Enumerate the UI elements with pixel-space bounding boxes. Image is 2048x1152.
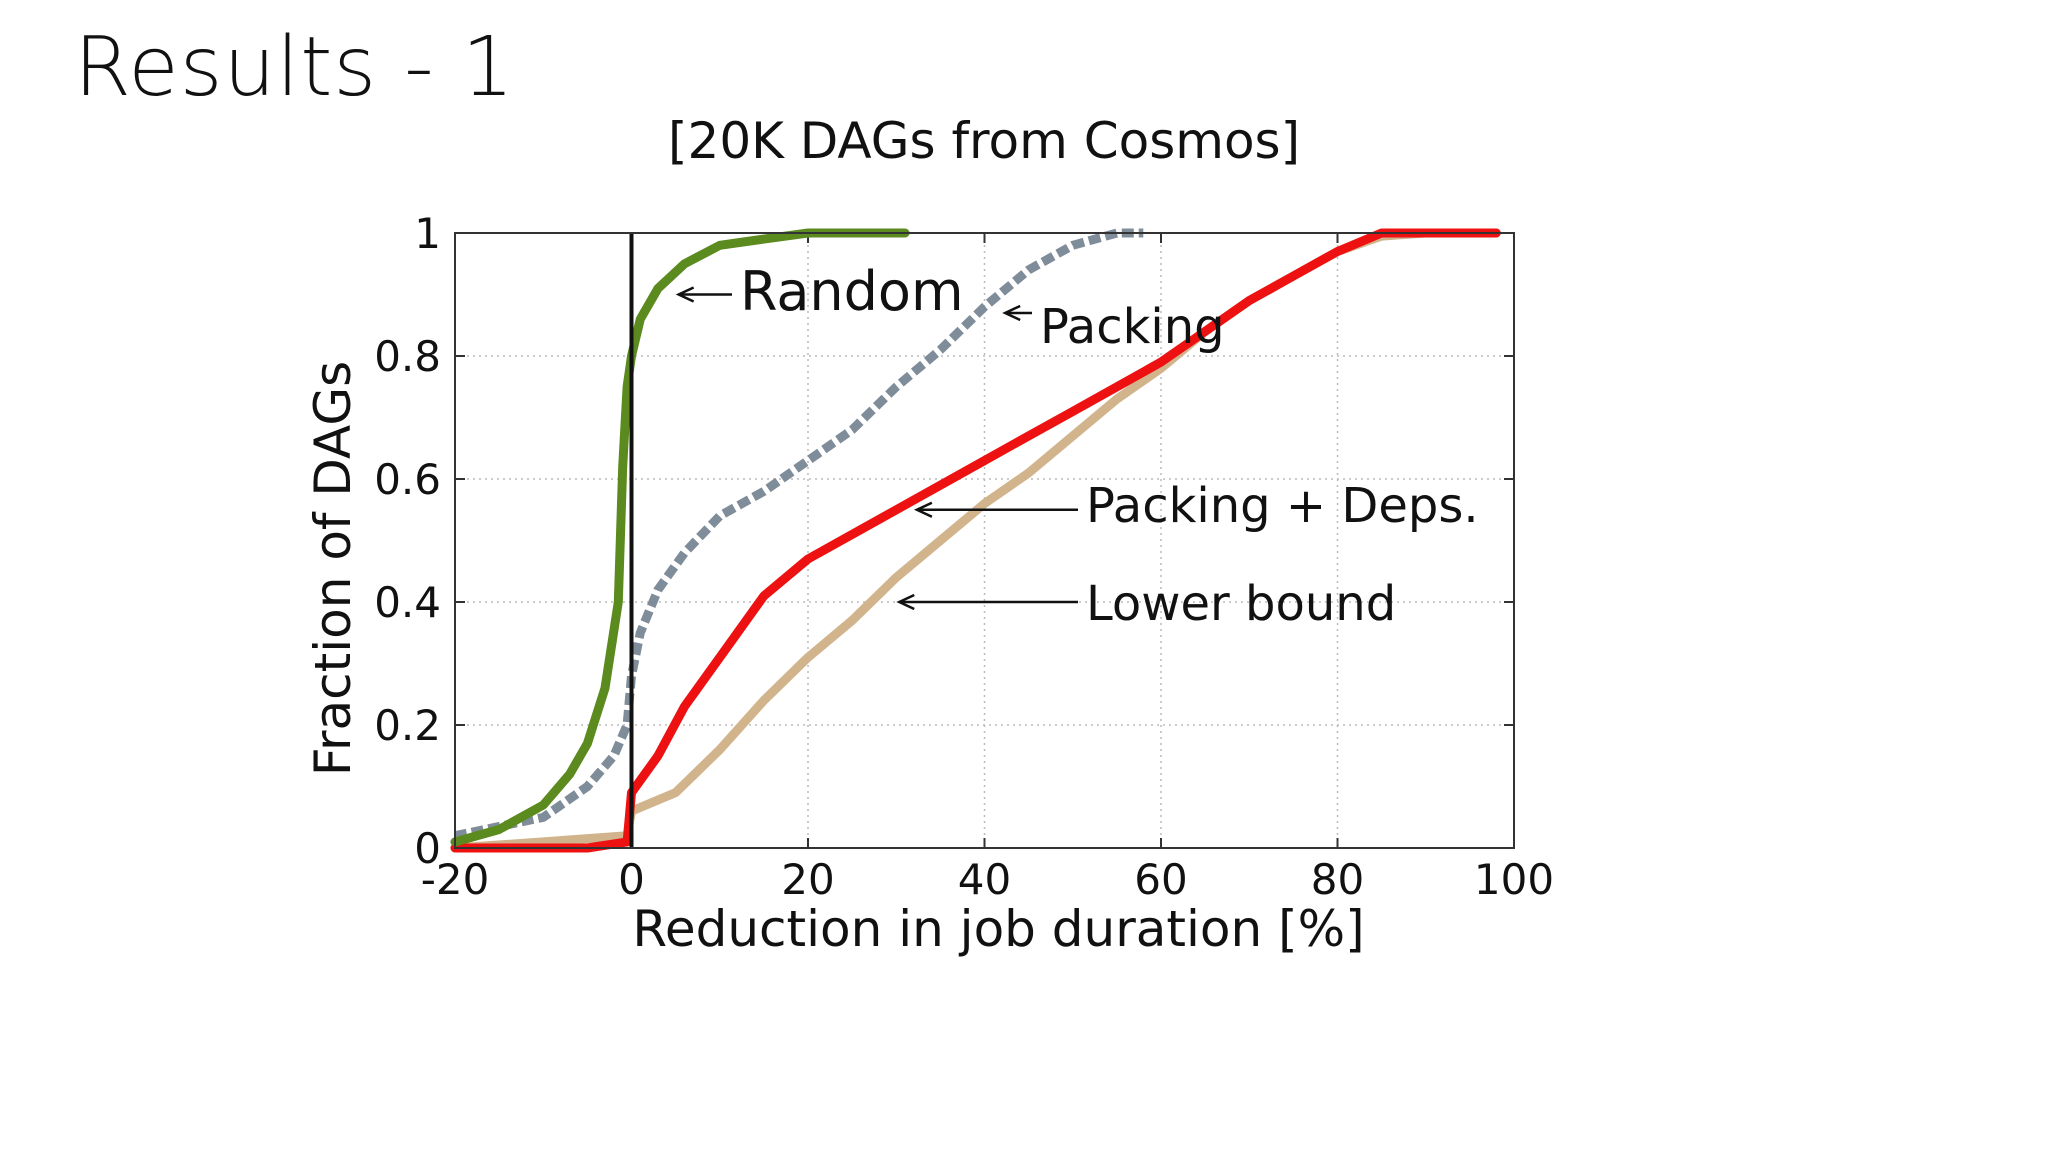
x-tick-label: 20 (781, 855, 834, 904)
plot-frame (454, 232, 1515, 849)
y-tick-label: 0 (414, 824, 441, 873)
y-tick-label: 1 (414, 209, 441, 258)
annotation-label: Packing (1040, 299, 1225, 355)
x-axis-label: Reduction in job duration [%] (632, 900, 1364, 958)
series-line-random (450, 228, 910, 847)
series-line-packing-deps (450, 228, 1501, 853)
series-line-packing (454, 228, 1144, 841)
slide-subtitle: [20K DAGs from Cosmos] (668, 112, 1301, 170)
annotation-label: Lower bound (1086, 576, 1396, 632)
y-axis-label: Fraction of DAGs (304, 361, 362, 776)
x-tick-label: 0 (618, 855, 645, 904)
x-tick-label: 40 (958, 855, 1011, 904)
y-tick-label: 0.8 (374, 332, 441, 381)
x-tick-label: 60 (1134, 855, 1187, 904)
annotation-label: Random (740, 260, 964, 323)
annotation-arrowhead (675, 286, 695, 303)
annotation-arrowhead (913, 501, 933, 518)
slide-title: Results - 1 (74, 20, 515, 115)
y-tick-label: 0.2 (374, 701, 441, 750)
annotation-label: Packing + Deps. (1086, 478, 1479, 534)
x-tick-label: 80 (1311, 855, 1364, 904)
annotation-arrowhead (896, 593, 915, 611)
x-tick-label: 100 (1474, 855, 1554, 904)
y-tick-label: 0.6 (374, 455, 441, 504)
y-tick-label: 0.4 (374, 578, 441, 627)
x-tick-label: -20 (421, 855, 490, 904)
annotation-arrowhead (1002, 304, 1021, 322)
